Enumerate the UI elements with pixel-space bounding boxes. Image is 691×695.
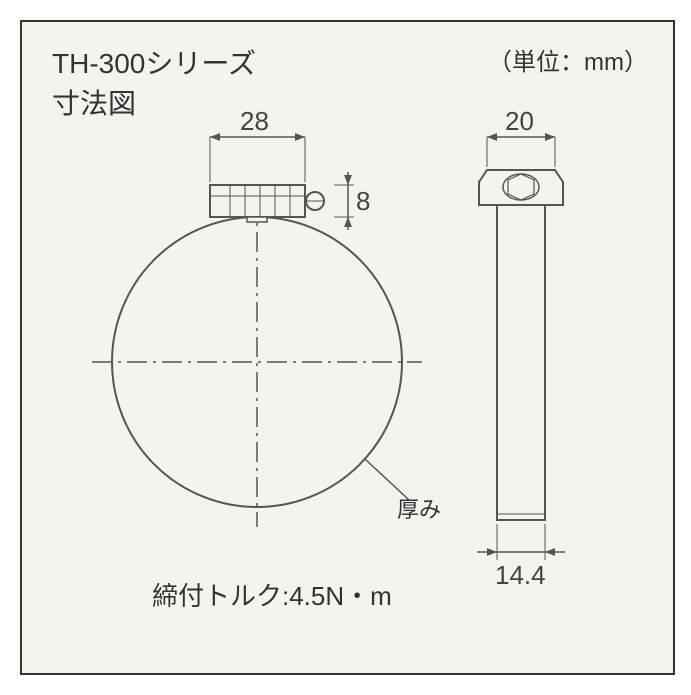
- torque-text: 締付トルク:4.5N・m: [152, 576, 392, 613]
- dim-20: 20: [487, 106, 555, 167]
- dim-28: 28: [210, 106, 305, 182]
- dim-14-4-label: 14.4: [495, 560, 546, 590]
- front-view: 28 8: [92, 106, 422, 527]
- dim-28-label: 28: [240, 106, 269, 136]
- dim-8-label: 8: [356, 186, 370, 216]
- side-view: 20 14.4: [477, 106, 565, 590]
- dim-14-4: 14.4: [477, 524, 565, 590]
- dim-8: 8: [334, 172, 370, 230]
- drawing-frame: TH-300シリーズ 寸法図 （単位：mm）: [20, 20, 675, 675]
- dim-20-label: 20: [505, 106, 534, 136]
- thickness-text: 厚み: [397, 492, 441, 524]
